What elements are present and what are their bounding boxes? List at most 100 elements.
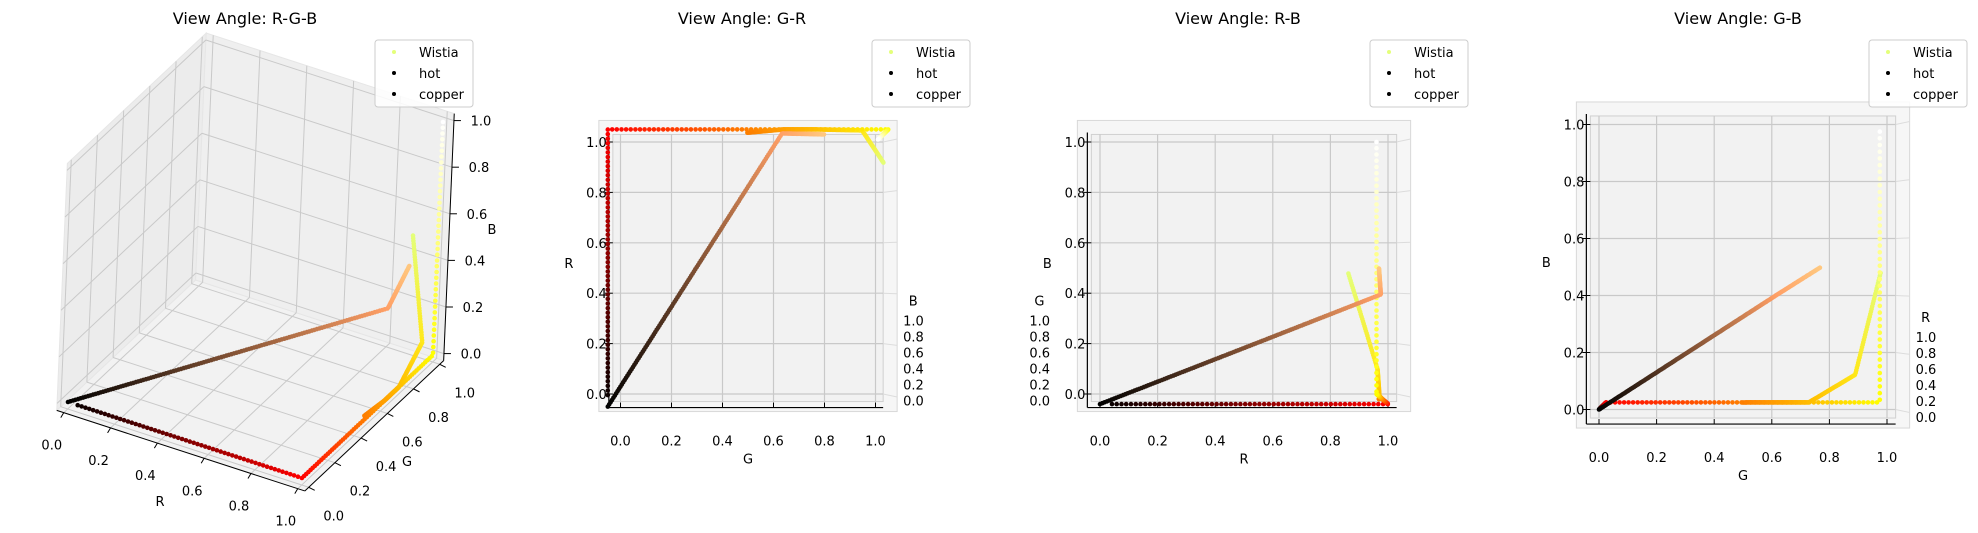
b-depth-tick-label: 0.0 bbox=[903, 395, 924, 410]
hot-point bbox=[1680, 400, 1686, 405]
hot-point bbox=[864, 127, 870, 132]
hot-point bbox=[605, 328, 611, 334]
legend-marker-hot bbox=[1886, 71, 1890, 75]
hot-point bbox=[1761, 400, 1767, 405]
hot-point bbox=[1877, 183, 1883, 188]
legend-marker-copper bbox=[392, 92, 396, 96]
hot-point bbox=[1374, 233, 1379, 238]
hot-point bbox=[1639, 400, 1645, 405]
g-tick-label: 0.0 bbox=[610, 435, 631, 450]
hot-point bbox=[1374, 258, 1379, 263]
hot-point bbox=[1621, 400, 1627, 405]
copper-point bbox=[1376, 266, 1382, 271]
hot-point bbox=[1877, 169, 1883, 175]
hot-point bbox=[605, 287, 611, 293]
r-depth-tick-label: 0.6 bbox=[1916, 363, 1937, 378]
r-axis-label: R bbox=[564, 257, 573, 272]
hot-point bbox=[191, 440, 196, 446]
hot-point bbox=[230, 453, 235, 458]
side-grid-line bbox=[883, 292, 898, 295]
hot-point bbox=[605, 360, 611, 366]
hot-point bbox=[436, 223, 441, 229]
r-tick-mark bbox=[107, 427, 111, 434]
hot-point bbox=[707, 127, 712, 132]
hot-point bbox=[1648, 400, 1654, 405]
hot-point bbox=[605, 342, 611, 348]
hot-point bbox=[609, 127, 615, 132]
grid-line bbox=[436, 111, 448, 359]
hot-point bbox=[431, 344, 436, 350]
hot-point bbox=[438, 171, 444, 177]
b-tick-label: 1.0 bbox=[471, 115, 492, 130]
g-tick-label: 0.6 bbox=[763, 435, 784, 450]
grid-line bbox=[62, 132, 203, 264]
hot-point bbox=[276, 468, 282, 473]
hot-point bbox=[203, 444, 208, 449]
hot-point bbox=[605, 301, 611, 306]
legend-marker-copper bbox=[1387, 92, 1391, 96]
grid-line bbox=[195, 272, 445, 355]
hot-point bbox=[1374, 389, 1379, 394]
hot-point bbox=[440, 131, 445, 136]
hot-point bbox=[434, 258, 440, 263]
legend: Wistia hot copper bbox=[871, 39, 971, 108]
hot-point bbox=[1834, 400, 1839, 405]
b-tick-label: 0.8 bbox=[469, 161, 490, 176]
b-depth-tick-label: 1.0 bbox=[903, 315, 924, 330]
b-tick-label: 1.0 bbox=[1065, 136, 1086, 151]
hot-point bbox=[1730, 400, 1735, 405]
hot-point bbox=[1338, 401, 1343, 407]
b-tick-label: 0.6 bbox=[1065, 237, 1086, 252]
hot-point bbox=[260, 463, 266, 468]
hot-point bbox=[605, 145, 611, 151]
hot-point bbox=[1877, 250, 1883, 255]
hot-point bbox=[841, 127, 846, 132]
hot-point bbox=[106, 412, 111, 418]
hot-point bbox=[1757, 400, 1762, 405]
hot-point bbox=[1716, 400, 1722, 405]
legend-label-wistia: Wistia bbox=[916, 46, 956, 61]
hot-point bbox=[94, 409, 100, 414]
b-tick-label: 0.6 bbox=[1564, 233, 1585, 248]
side-grid-line bbox=[883, 343, 898, 346]
grid-line bbox=[64, 86, 205, 218]
hot-point bbox=[1374, 189, 1379, 195]
hot-point bbox=[1109, 401, 1115, 407]
grid-line bbox=[203, 327, 344, 459]
hot-point bbox=[605, 365, 611, 370]
hot-point bbox=[440, 137, 445, 142]
hot-point bbox=[605, 324, 611, 329]
hot-point bbox=[156, 429, 162, 434]
hot-point bbox=[210, 446, 216, 452]
hot-point bbox=[605, 292, 611, 297]
hot-point bbox=[795, 127, 800, 132]
hot-point bbox=[1219, 401, 1224, 407]
hot-point bbox=[605, 218, 611, 224]
hot-point bbox=[605, 214, 611, 219]
hot-point bbox=[434, 269, 439, 275]
legend-marker-copper bbox=[1886, 92, 1890, 96]
hot-point bbox=[164, 431, 169, 437]
grid-line bbox=[138, 85, 151, 333]
side-grid-line bbox=[1895, 237, 1910, 239]
grid-line bbox=[197, 225, 447, 308]
hot-point bbox=[1374, 333, 1379, 338]
hot-point bbox=[1257, 401, 1262, 407]
side-grid-line bbox=[1895, 409, 1910, 413]
hot-point bbox=[1877, 176, 1883, 181]
hot-point bbox=[432, 304, 438, 309]
hot-point bbox=[1114, 401, 1119, 407]
legend-marker-wistia bbox=[1387, 50, 1391, 54]
hot-point bbox=[762, 127, 768, 132]
hot-point bbox=[1280, 401, 1286, 407]
grid-line bbox=[342, 80, 355, 328]
r-tick-label: 0.6 bbox=[586, 237, 607, 252]
hot-point bbox=[1838, 400, 1844, 405]
hot-point bbox=[623, 127, 629, 132]
hot-point bbox=[1374, 239, 1379, 245]
hot-point bbox=[1685, 400, 1690, 405]
g-tick-label: 0.8 bbox=[1819, 451, 1840, 466]
hot-point bbox=[1374, 376, 1379, 382]
hot-point bbox=[605, 273, 611, 279]
legend-box bbox=[1868, 39, 1968, 108]
